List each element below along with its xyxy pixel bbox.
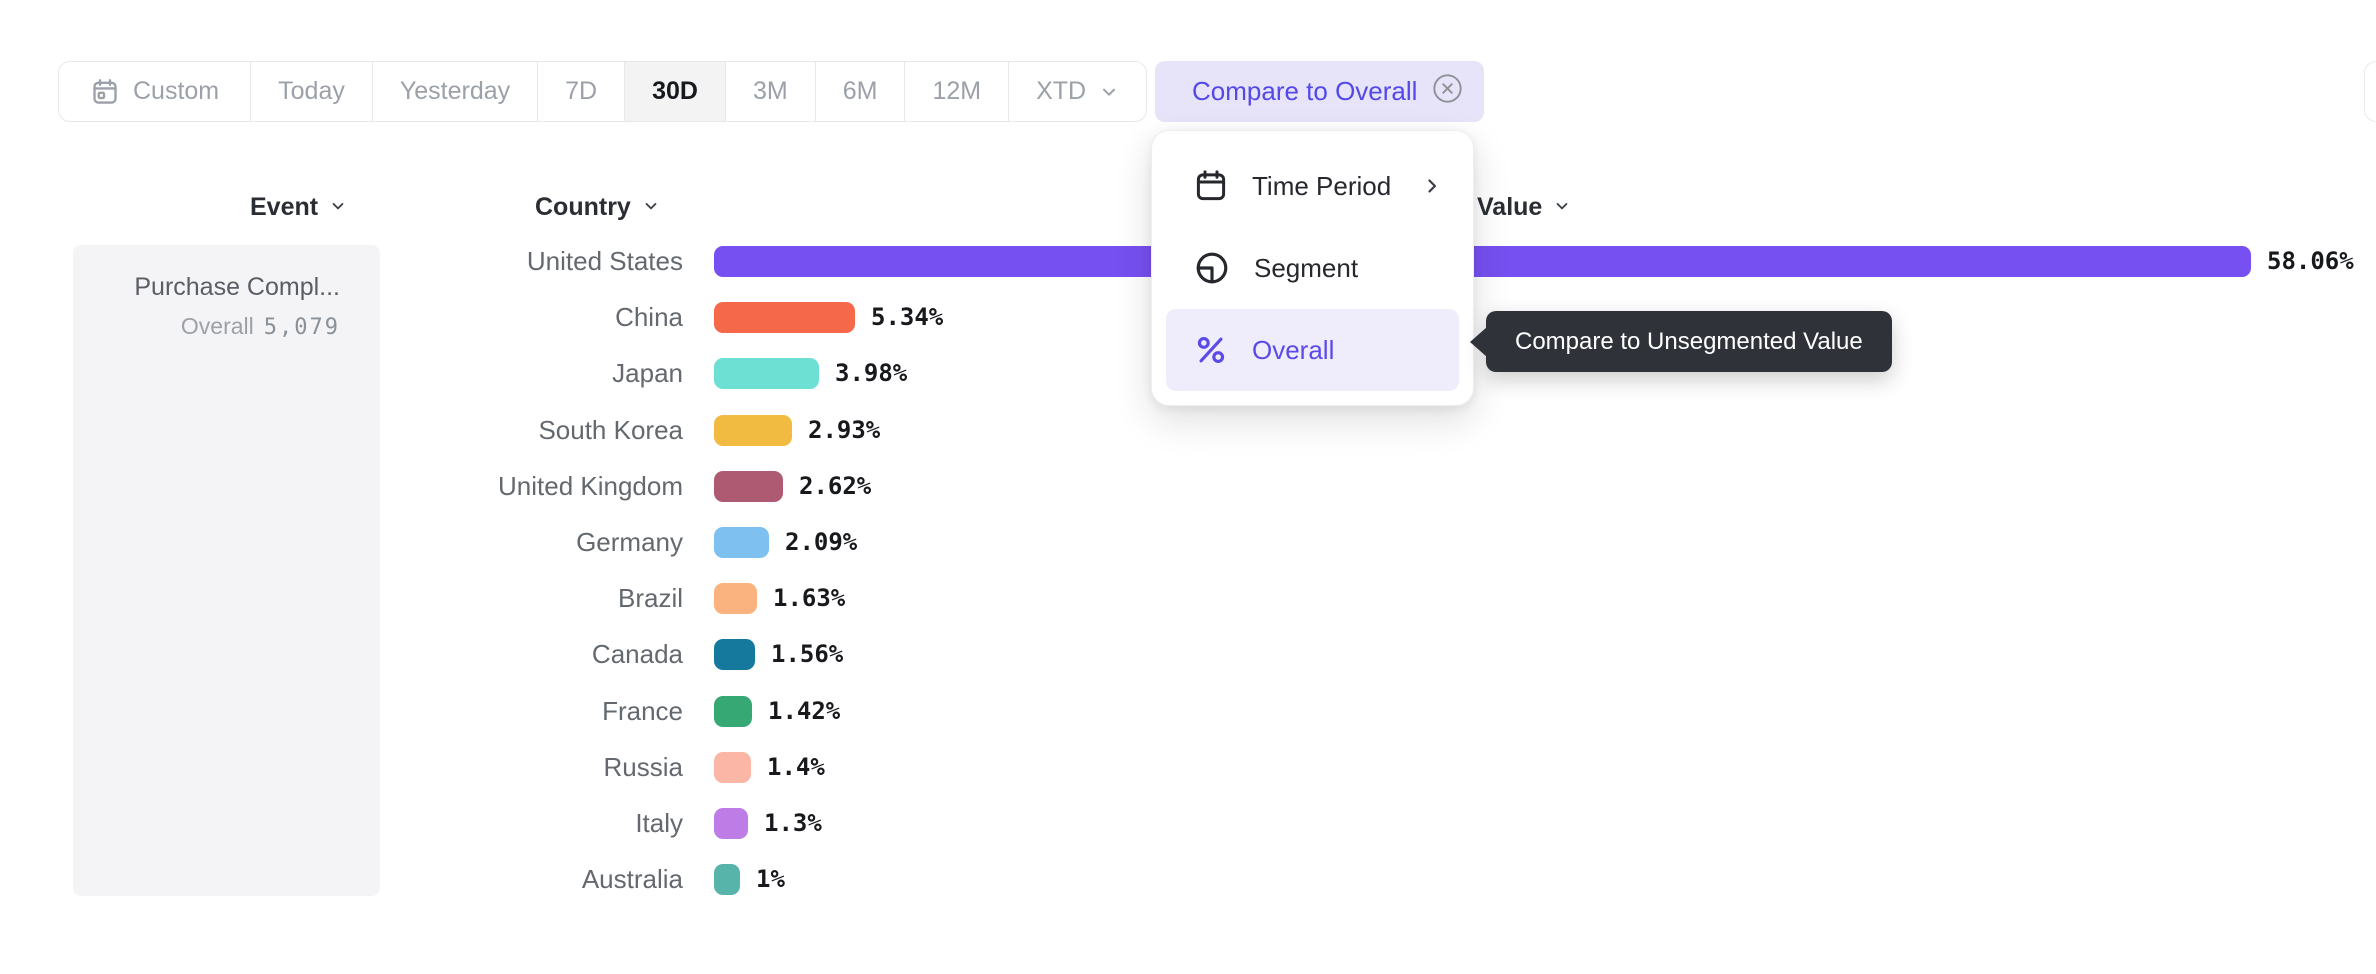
column-header-country[interactable]: Country	[535, 190, 660, 224]
country-label-united-kingdom: United Kingdom	[498, 471, 683, 501]
value-label-united-kingdom: 2.62%	[799, 472, 872, 500]
chevron-right-icon	[1421, 175, 1443, 197]
chevron-down-icon	[1553, 193, 1571, 222]
value-label-france: 1.42%	[768, 697, 841, 725]
compare-to-overall-pill[interactable]: Compare to Overall	[1155, 61, 1485, 122]
period-button-label: 12M	[932, 77, 982, 105]
period-button-label: 3M	[752, 77, 788, 105]
country-label-japan: Japan	[612, 358, 683, 388]
event-overall-label: Overall	[180, 313, 254, 339]
bar-japan[interactable]	[714, 358, 819, 389]
value-label-china: 5.34%	[871, 303, 944, 331]
tooltip-text: Compare to Unsegmented Value	[1515, 327, 1863, 355]
menu-item-segment[interactable]: Segment	[1166, 227, 1459, 309]
bar-brazil[interactable]	[714, 583, 757, 614]
period-button-label: Today	[278, 77, 345, 105]
bar-south-korea[interactable]	[714, 415, 792, 446]
period-button-xtd[interactable]: XTD	[1008, 62, 1146, 121]
bar-united-states[interactable]	[714, 246, 2251, 277]
country-header-label: Country	[535, 192, 631, 221]
country-label-italy: Italy	[635, 808, 683, 838]
compare-dropdown-menu: Time Period Segment Overall	[1151, 130, 1474, 406]
segment-icon	[1193, 249, 1231, 287]
calendar-icon	[90, 77, 120, 107]
bar-canada[interactable]	[714, 639, 755, 670]
event-panel: Purchase Compl... Overall 5,079	[73, 245, 380, 896]
country-label-france: France	[602, 696, 683, 726]
menu-item-label: Time Period	[1252, 170, 1392, 201]
value-label-united-states: 58.06%	[2267, 247, 2354, 275]
country-label-china: China	[615, 302, 683, 332]
country-label-germany: Germany	[576, 527, 683, 557]
country-label-australia: Australia	[581, 864, 683, 894]
period-button-label: 6M	[842, 77, 878, 105]
period-button-6m[interactable]: 6M	[814, 62, 905, 121]
period-button-custom[interactable]: Custom	[59, 62, 250, 121]
event-overall: Overall 5,079	[73, 313, 340, 340]
period-button-3m[interactable]: 3M	[724, 62, 815, 121]
value-label-germany: 2.09%	[785, 528, 858, 556]
period-button-label: 30D	[652, 77, 698, 105]
chevron-down-icon	[642, 193, 660, 222]
menu-item-time-period[interactable]: Time Period	[1166, 145, 1459, 227]
value-label-brazil: 1.63%	[773, 584, 846, 612]
value-label-canada: 1.56%	[771, 640, 844, 668]
bar-italy[interactable]	[714, 808, 748, 839]
period-button-label: Yesterday	[399, 77, 511, 105]
value-label-south-korea: 2.93%	[808, 416, 881, 444]
tooltip-arrow-left	[1470, 326, 1487, 357]
country-label-russia: Russia	[603, 752, 683, 782]
value-label-japan: 3.98%	[835, 359, 908, 387]
bar-china[interactable]	[714, 302, 855, 333]
period-button-label: XTD	[1036, 77, 1087, 105]
period-button-7d[interactable]: 7D	[537, 62, 624, 121]
bar-germany[interactable]	[714, 527, 769, 558]
event-overall-value: 5,079	[263, 315, 340, 340]
country-label-canada: Canada	[591, 639, 683, 669]
period-button-today[interactable]: Today	[250, 62, 372, 121]
bar-russia[interactable]	[714, 752, 751, 783]
bar-france[interactable]	[714, 696, 752, 727]
chevron-down-icon	[329, 193, 347, 222]
event-item[interactable]: Purchase Compl... Overall 5,079	[73, 273, 340, 340]
remove-compare-icon[interactable]	[1432, 73, 1463, 111]
bar-united-kingdom[interactable]	[714, 471, 783, 502]
chevron-down-icon	[1099, 82, 1119, 102]
value-header-label: Value	[1477, 192, 1543, 221]
menu-item-label: Segment	[1254, 252, 1359, 283]
country-label-united-states: United States	[526, 246, 683, 276]
period-button-label: Custom	[133, 77, 220, 105]
country-label-south-korea: South Korea	[538, 415, 683, 445]
column-header-value[interactable]: Value	[1477, 190, 1571, 224]
calendar-icon	[1193, 168, 1229, 204]
event-name: Purchase Compl...	[134, 273, 340, 301]
tooltip: Compare to Unsegmented Value	[1470, 311, 1892, 372]
period-button-30d[interactable]: 30D	[624, 62, 725, 121]
compare-pill-label: Compare to Overall	[1192, 76, 1418, 106]
country-label-brazil: Brazil	[617, 583, 683, 613]
menu-item-overall[interactable]: Overall	[1166, 309, 1459, 391]
period-button-label: 7D	[565, 77, 598, 105]
value-label-italy: 1.3%	[764, 809, 822, 837]
menu-item-label: Overall	[1252, 334, 1335, 365]
date-range-toolbar: Custom Today Yesterday 7D 30D 3M 6M 12M XTD	[58, 61, 1148, 122]
percent-icon	[1193, 332, 1229, 368]
period-button-yesterday[interactable]: Yesterday	[371, 62, 537, 121]
value-label-russia: 1.4%	[767, 753, 825, 781]
column-header-event[interactable]: Event	[250, 190, 347, 224]
bar-australia[interactable]	[714, 864, 740, 895]
value-label-australia: 1%	[756, 865, 785, 893]
event-header-label: Event	[250, 192, 319, 221]
period-button-12m[interactable]: 12M	[904, 62, 1008, 121]
